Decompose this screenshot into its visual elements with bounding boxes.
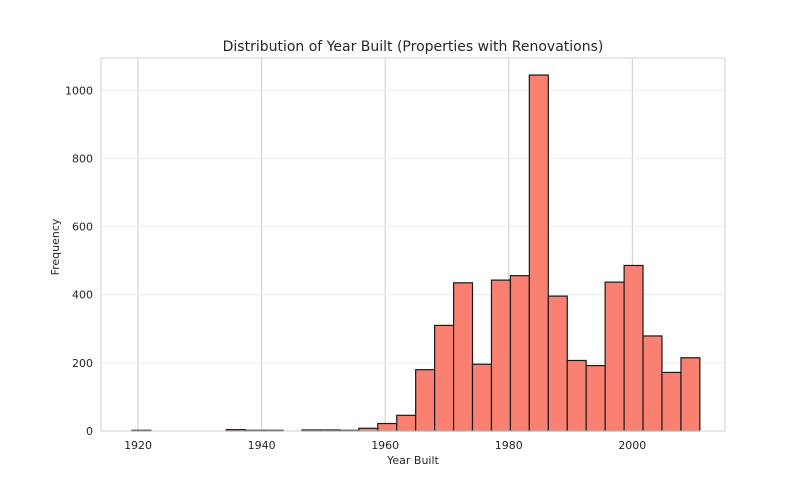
histogram-bar <box>661 371 682 432</box>
histogram-bar <box>604 281 625 432</box>
x-tick-label: 1980 <box>495 439 523 452</box>
histogram-bar <box>585 364 606 432</box>
y-axis-label: Frequency <box>49 218 62 275</box>
x-tick-label: 1920 <box>124 439 152 452</box>
plot-frame <box>100 57 726 432</box>
y-tick-label: 800 <box>72 152 93 165</box>
bars <box>131 74 701 432</box>
histogram-bar <box>642 335 663 432</box>
chart-title: Distribution of Year Built (Properties w… <box>223 39 604 55</box>
y-tick-label: 400 <box>72 289 93 302</box>
histogram-bar <box>566 359 587 432</box>
histogram-bar <box>396 414 417 432</box>
histogram-bar <box>415 369 436 432</box>
plot-area <box>100 57 726 432</box>
histogram-bar <box>623 264 644 432</box>
y-tick-label: 200 <box>72 357 93 370</box>
histogram-bar <box>547 295 568 432</box>
x-tick-label: 1940 <box>248 439 276 452</box>
histogram-bar <box>528 74 549 432</box>
histogram-bar <box>509 275 530 432</box>
x-tick-label: 1960 <box>371 439 399 452</box>
y-tick-label: 0 <box>86 425 93 438</box>
histogram-bar <box>471 363 493 432</box>
x-tick-label: 2000 <box>618 439 646 452</box>
histogram-bar <box>377 422 398 432</box>
histogram-bar <box>490 279 512 432</box>
histogram-bar <box>680 357 701 432</box>
x-axis-label: Year Built <box>386 454 439 467</box>
y-tick-label: 600 <box>72 221 93 234</box>
y-tick-label: 1000 <box>65 84 93 97</box>
histogram-bar <box>452 282 474 432</box>
y-tick-labels: 0 200 400 600 800 1000 <box>65 84 93 438</box>
x-tick-labels: 1920 1940 1960 1980 2000 <box>124 439 646 452</box>
histogram-bar <box>434 324 455 432</box>
